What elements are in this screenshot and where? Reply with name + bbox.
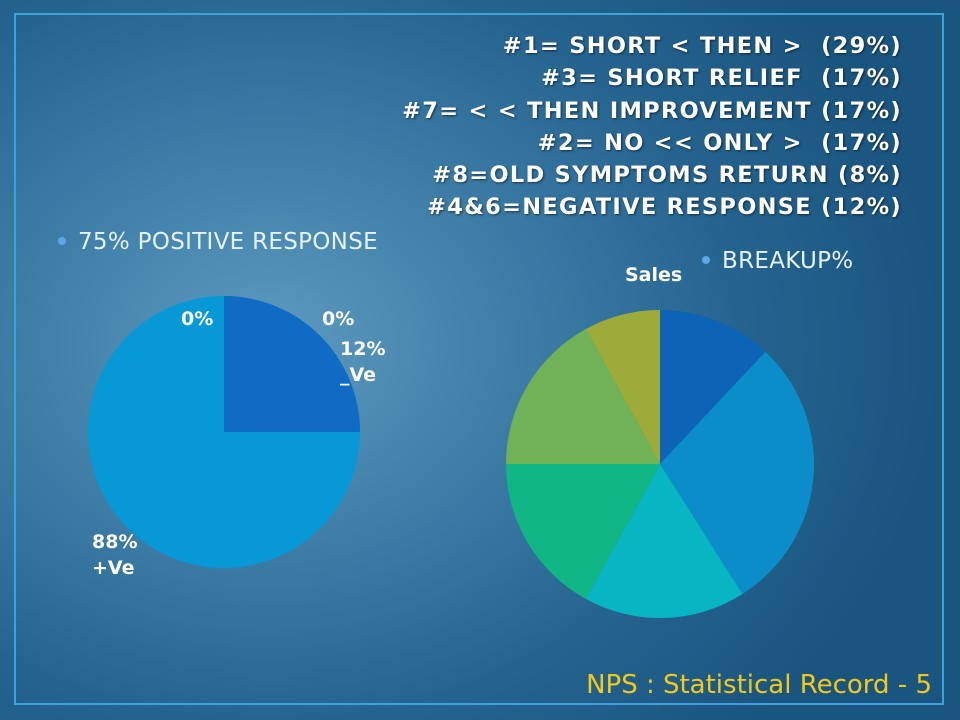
bullet-dot-icon [702,255,710,264]
bullet-text: BREAKUP% [722,248,854,274]
title-line: #8=OLD SYMPTOMS RETURN (8%) [432,162,902,189]
pie-slice [506,464,660,599]
bullet-breakup: BREAKUP% [702,248,853,274]
pie-slice [660,310,766,464]
title-line: #7= < < THEN IMPROVEMENT (17%) [402,97,902,124]
title-line: #3= SHORT RELIEF (17%) [541,65,902,92]
negative-slice [224,296,360,432]
pie-slice [585,310,660,464]
title-line: #2= NO << ONLY > (17%) [537,129,902,156]
slide-border [14,13,944,705]
breakup-pie-chart [506,310,814,618]
response-pie-chart [88,296,360,568]
slide-title: #1= SHORT < THEN > (29%) #3= SHORT RELIEF… [402,30,902,224]
title-line: #4&6=NEGATIVE RESPONSE (12%) [427,194,902,221]
data-label-zero-a: 0% [181,308,214,330]
bullet-dot-icon [58,236,66,245]
slide-footer: NPS : Statistical Record - 5 [586,670,932,700]
title-line: #1= SHORT < THEN > (29%) [502,33,902,59]
pie-slices [506,310,814,618]
bullet-text: 75% POSITIVE RESPONSE [78,229,378,255]
data-label-zero-b: 0% [322,308,355,330]
data-label-negative: 12% _Ve [340,338,386,386]
pie-slice [585,464,743,618]
pie-slice [506,329,660,464]
data-label-positive: 88% +Ve [92,531,138,579]
pie-slice [660,351,814,595]
bullet-positive-response: 75% POSITIVE RESPONSE [58,229,378,255]
chart-title: Sales [625,264,683,286]
